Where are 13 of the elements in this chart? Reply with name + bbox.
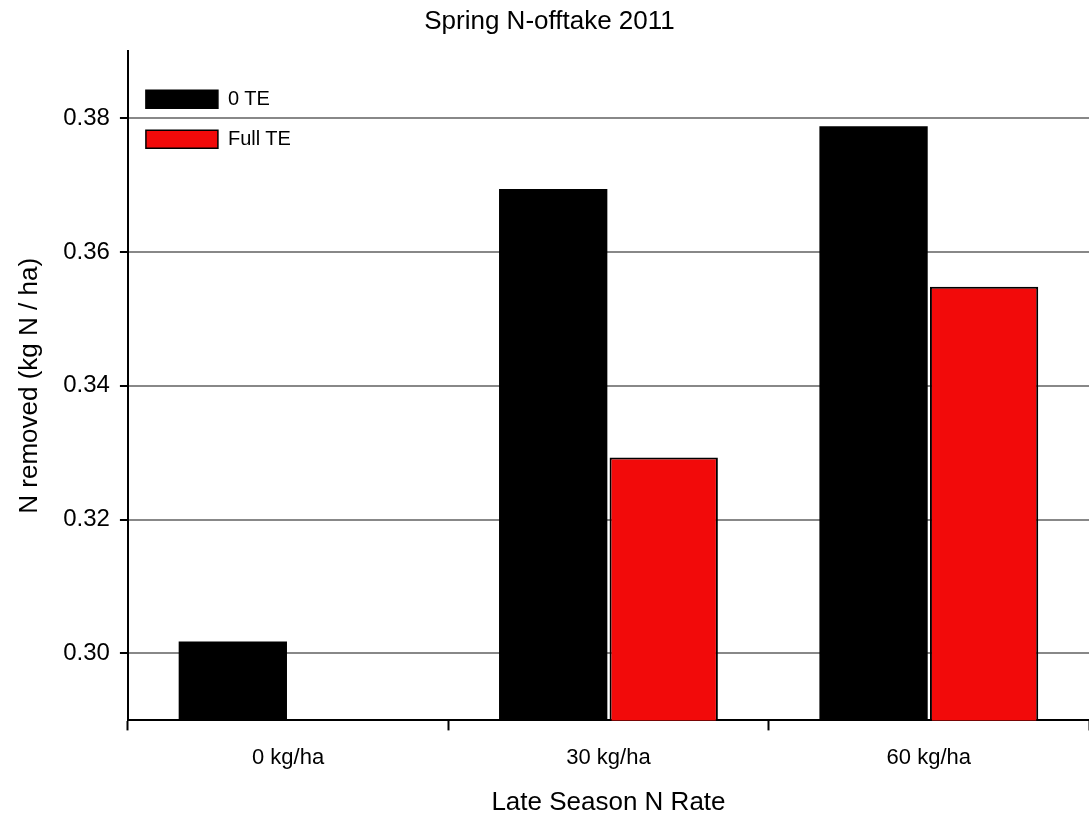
x-tick-label: 0 kg/ha [252, 743, 325, 769]
y-tick-label: 0.34 [63, 370, 110, 398]
legend-label: 0 TE [227, 86, 270, 109]
chart-title: Spring N-offtake 2011 [424, 4, 675, 35]
x-tick-label: 60 kg/ha [886, 743, 972, 769]
x-axis-title: Late Season N Rate [491, 785, 726, 816]
x-tick-label: 30 kg/ha [566, 743, 652, 769]
y-tick-label: 0.30 [63, 638, 110, 666]
y-axis-title: N removed (kg N / ha) [12, 257, 43, 514]
y-tick-label: 0.36 [63, 236, 110, 264]
y-tick-label: 0.38 [63, 102, 110, 130]
y-tick-label: 0.32 [63, 504, 110, 532]
legend-label: Full TE [227, 126, 291, 149]
